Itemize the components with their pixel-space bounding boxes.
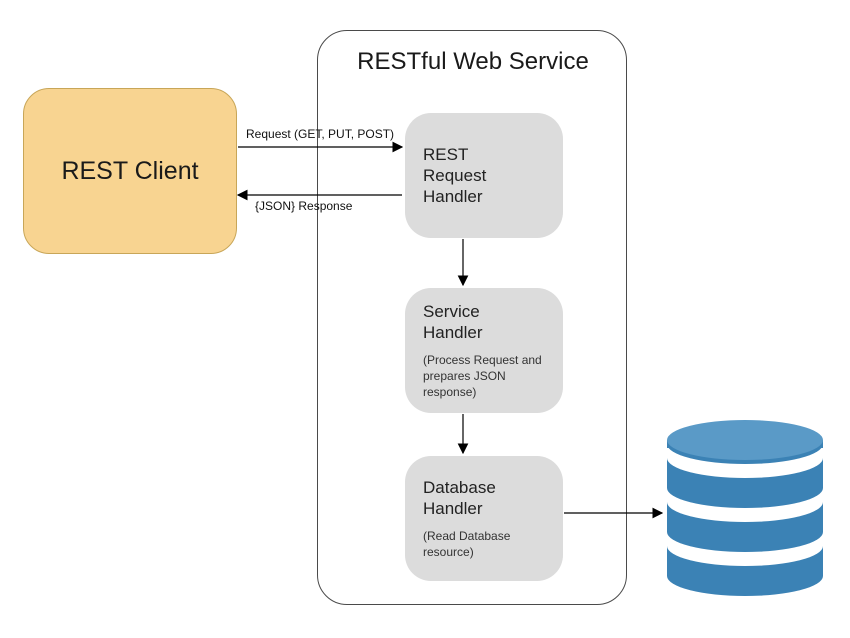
service-handler-title: Service Handler [423,301,513,344]
client-label: REST Client [42,157,218,186]
node-request-handler: REST Request Handler [405,113,563,238]
database-icon [665,418,825,598]
node-database [665,418,825,598]
request-handler-title: REST Request Handler [423,144,513,208]
database-handler-subtitle: (Read Database resource) [423,529,545,560]
diagram-canvas: REST Client RESTful Web Service REST Req… [0,0,850,638]
service-handler-subtitle: (Process Request and prepares JSON respo… [423,353,545,400]
edge-label-request: Request (GET, PUT, POST) [246,127,394,141]
node-database-handler: Database Handler (Read Database resource… [405,456,563,581]
service-container-title: RESTful Web Service [353,48,593,76]
edge-label-response: {JSON} Response [255,199,352,213]
node-rest-client: REST Client [23,88,237,254]
node-service-handler: Service Handler (Process Request and pre… [405,288,563,413]
database-handler-title: Database Handler [423,477,523,520]
